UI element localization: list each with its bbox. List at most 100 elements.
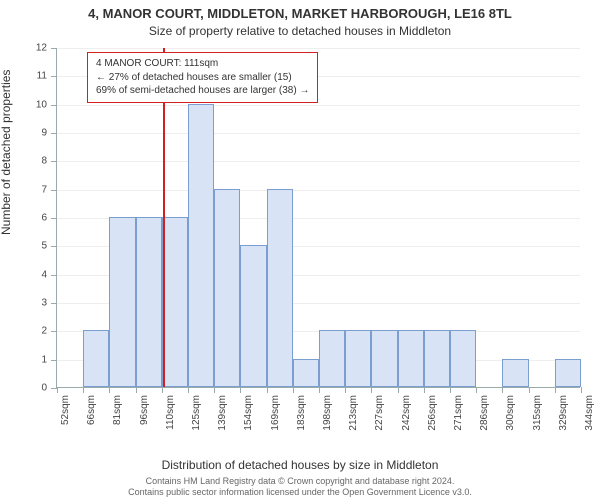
x-tick-label: 81sqm	[112, 395, 123, 425]
histogram-bar	[240, 245, 266, 387]
y-tick	[51, 190, 57, 191]
y-tick	[51, 360, 57, 361]
footer-line2: Contains public sector information licen…	[0, 487, 600, 498]
x-tick-label: 66sqm	[86, 395, 97, 425]
x-tick	[57, 387, 58, 393]
histogram-bar	[188, 104, 214, 387]
x-tick-label: 256sqm	[427, 395, 438, 431]
x-tick-label: 183sqm	[296, 395, 307, 431]
y-tick	[51, 218, 57, 219]
y-tick-label: 8	[41, 156, 47, 167]
gridline-h	[57, 105, 580, 106]
x-tick	[398, 387, 399, 393]
chart-subtitle: Size of property relative to detached ho…	[0, 24, 600, 38]
y-tick	[51, 105, 57, 106]
x-tick-label: 344sqm	[584, 395, 595, 431]
footer-line1: Contains HM Land Registry data © Crown c…	[0, 476, 600, 487]
y-tick	[51, 76, 57, 77]
y-tick-label: 0	[41, 383, 47, 394]
y-tick-label: 12	[36, 43, 47, 54]
x-tick	[529, 387, 530, 393]
x-tick	[109, 387, 110, 393]
x-tick	[162, 387, 163, 393]
y-tick	[51, 161, 57, 162]
y-tick-label: 10	[36, 99, 47, 110]
x-tick	[450, 387, 451, 393]
x-tick	[502, 387, 503, 393]
plot-area: 012345678910111252sqm66sqm81sqm96sqm110s…	[56, 48, 580, 388]
y-tick	[51, 133, 57, 134]
histogram-bar	[109, 217, 135, 387]
y-tick-label: 1	[41, 354, 47, 365]
x-tick	[371, 387, 372, 393]
y-tick-label: 7	[41, 184, 47, 195]
y-tick-label: 4	[41, 269, 47, 280]
histogram-bar	[371, 330, 397, 387]
y-tick-label: 9	[41, 128, 47, 139]
x-tick	[136, 387, 137, 393]
x-tick-label: 300sqm	[505, 395, 516, 431]
chart-title: 4, MANOR COURT, MIDDLETON, MARKET HARBOR…	[0, 6, 600, 21]
x-tick-label: 315sqm	[532, 395, 543, 431]
x-tick	[319, 387, 320, 393]
x-tick	[424, 387, 425, 393]
y-tick-label: 11	[37, 71, 47, 82]
y-tick	[51, 246, 57, 247]
y-tick-label: 3	[41, 298, 47, 309]
anno-line1: 4 MANOR COURT: 111sqm	[96, 57, 309, 71]
histogram-bar	[319, 330, 345, 387]
x-tick	[214, 387, 215, 393]
histogram-bar	[398, 330, 424, 387]
histogram-bar	[293, 359, 319, 387]
x-tick	[555, 387, 556, 393]
x-tick-label: 213sqm	[348, 395, 359, 431]
footer-attribution: Contains HM Land Registry data © Crown c…	[0, 476, 600, 498]
histogram-bar	[214, 189, 240, 387]
x-tick	[188, 387, 189, 393]
x-tick-label: 198sqm	[322, 395, 333, 431]
x-tick	[345, 387, 346, 393]
histogram-bar	[502, 359, 528, 387]
histogram-bar	[136, 217, 162, 387]
chart-container: 4, MANOR COURT, MIDDLETON, MARKET HARBOR…	[0, 0, 600, 500]
x-tick-label: 125sqm	[191, 395, 202, 431]
x-tick-label: 154sqm	[243, 395, 254, 431]
x-tick-label: 96sqm	[139, 395, 150, 425]
x-tick-label: 271sqm	[453, 395, 464, 431]
x-tick-label: 329sqm	[558, 395, 569, 431]
x-tick-label: 139sqm	[217, 395, 228, 431]
x-tick	[476, 387, 477, 393]
marker-annotation-box: 4 MANOR COURT: 111sqm ← 27% of detached …	[87, 52, 318, 103]
histogram-bar	[345, 330, 371, 387]
gridline-h	[57, 190, 580, 191]
gridline-h	[57, 161, 580, 162]
gridline-h	[57, 133, 580, 134]
histogram-bar	[555, 359, 581, 387]
y-tick	[51, 331, 57, 332]
histogram-bar	[83, 330, 109, 387]
x-tick	[240, 387, 241, 393]
y-tick	[51, 275, 57, 276]
histogram-bar	[162, 217, 188, 387]
x-tick	[83, 387, 84, 393]
y-axis-label: Number of detached properties	[0, 70, 13, 235]
y-tick	[51, 48, 57, 49]
x-tick	[293, 387, 294, 393]
x-tick	[581, 387, 582, 393]
x-axis-label: Distribution of detached houses by size …	[0, 458, 600, 472]
histogram-bar	[267, 189, 293, 387]
y-tick-label: 6	[41, 213, 47, 224]
x-tick	[267, 387, 268, 393]
y-tick-label: 5	[41, 241, 47, 252]
x-tick-label: 286sqm	[479, 395, 490, 431]
gridline-h	[57, 48, 580, 49]
histogram-bar	[424, 330, 450, 387]
x-tick-label: 169sqm	[270, 395, 281, 431]
x-tick-label: 227sqm	[374, 395, 385, 431]
x-tick-label: 52sqm	[60, 395, 71, 425]
y-tick-label: 2	[41, 326, 47, 337]
histogram-bar	[450, 330, 476, 387]
anno-line3: 69% of semi-detached houses are larger (…	[96, 84, 309, 98]
y-tick	[51, 303, 57, 304]
x-tick-label: 110sqm	[165, 395, 176, 430]
